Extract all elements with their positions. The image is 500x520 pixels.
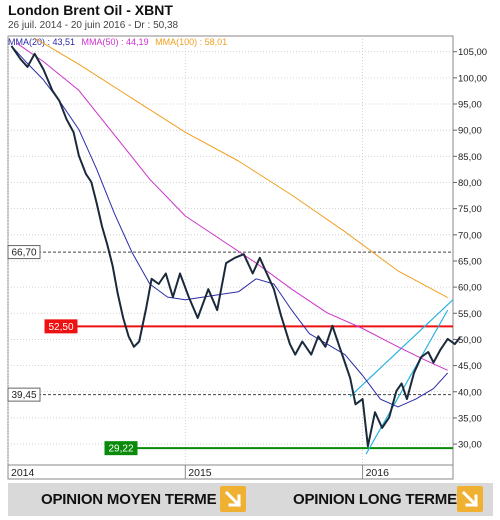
chart-subtitle: 26 juil. 2014 - 20 juin 2016 - Dr : 50,3… xyxy=(8,20,179,31)
y-tick-label: 100,00 xyxy=(458,73,487,84)
legend-mma50: MMA(50) : 44,19 xyxy=(81,37,149,47)
opinion-footer: OPINION MOYEN TERME OPINION LONG TERME xyxy=(8,483,493,516)
y-tick-label: 90,00 xyxy=(458,126,482,137)
y-tick-label: 80,00 xyxy=(458,178,482,189)
medium-term-opinion-label: OPINION MOYEN TERME xyxy=(41,491,217,508)
y-tick-label: 45,00 xyxy=(458,361,482,372)
level-label: 52,50 xyxy=(48,322,73,333)
y-tick-label: 65,00 xyxy=(458,256,482,267)
y-tick-label: 105,00 xyxy=(458,47,487,58)
y-tick-label: 95,00 xyxy=(458,100,482,111)
level-label: 29,22 xyxy=(108,444,133,455)
plot-frame xyxy=(7,35,454,480)
level-label-box xyxy=(7,387,41,402)
y-tick-label: 40,00 xyxy=(458,387,482,398)
y-tick-label: 60,00 xyxy=(458,283,482,294)
medium-term-down-arrow-icon xyxy=(220,486,246,512)
legend-mma100: MMA(100) : 58,01 xyxy=(155,37,228,47)
level-label: 39,45 xyxy=(11,390,36,401)
y-tick-label: 50,00 xyxy=(458,335,482,346)
y-tick-label: 75,00 xyxy=(458,204,482,215)
y-tick-label: 30,00 xyxy=(458,440,482,451)
moving-average-line xyxy=(11,45,449,408)
y-tick-label: 35,00 xyxy=(458,413,482,424)
y-tick-label: 85,00 xyxy=(458,152,482,163)
price-chart: 30,00 35,00 40,00 45,00 50,00 55,00 60,00 65,00… xyxy=(7,35,487,480)
x-tick-label: 2016 xyxy=(366,467,390,479)
level-label-box xyxy=(7,245,41,260)
y-tick-label: 55,00 xyxy=(458,309,482,320)
moving-average-line xyxy=(34,37,448,299)
chart-title: London Brent Oil - XBNT xyxy=(8,2,173,18)
long-term-down-arrow-icon xyxy=(457,486,483,512)
level-label: 66,70 xyxy=(11,248,36,259)
long-term-opinion-label: OPINION LONG TERME xyxy=(293,491,457,508)
x-tick-label: 2014 xyxy=(11,467,35,479)
trendline xyxy=(365,309,449,455)
level-label-box xyxy=(44,319,78,334)
price-line xyxy=(10,45,461,448)
level-label-box xyxy=(104,441,138,456)
y-tick-label: 70,00 xyxy=(458,230,482,241)
moving-average-line xyxy=(16,42,448,371)
x-tick-label: 2015 xyxy=(188,467,212,479)
